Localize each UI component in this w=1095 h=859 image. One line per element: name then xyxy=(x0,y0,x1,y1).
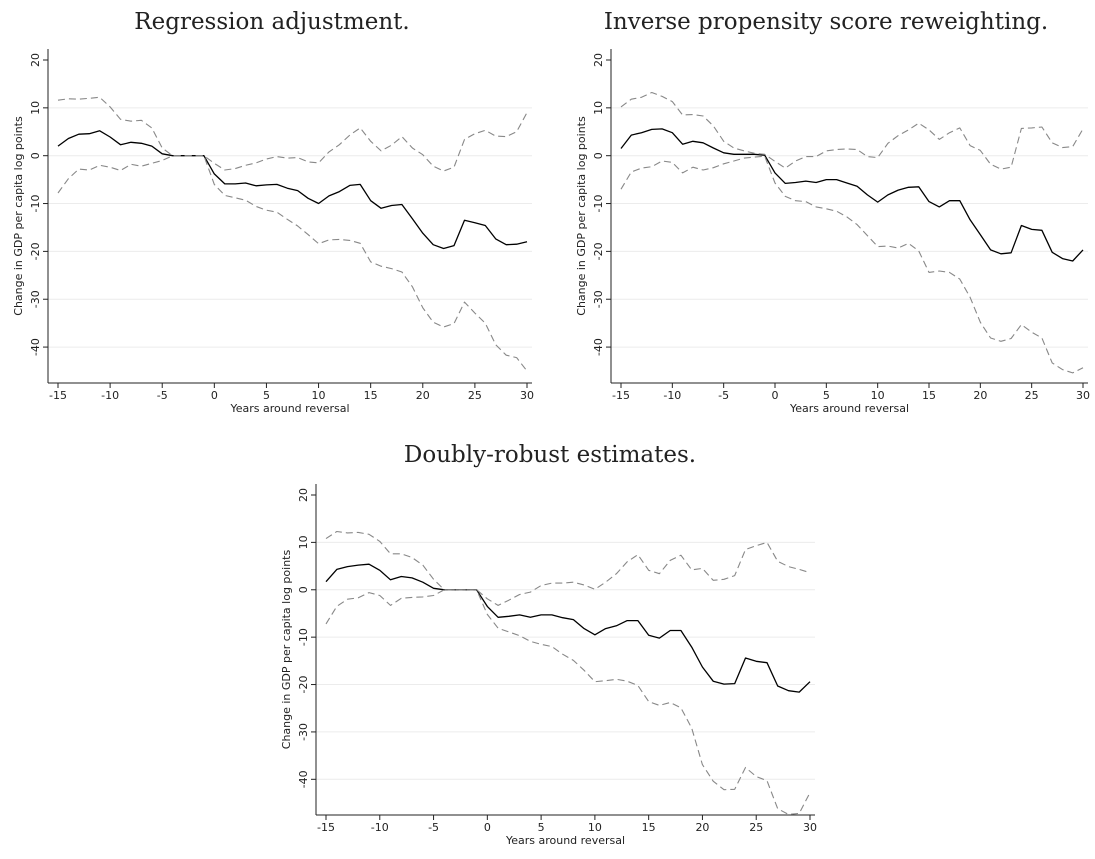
chart-panel-doubly-robust: Doubly-robust estimates. -40 -30 -20 -10 0 10… xyxy=(270,430,830,859)
series-line-upper-bound xyxy=(57,96,528,172)
x-tick-label: 10 xyxy=(312,389,326,402)
series-line-point-estimate xyxy=(57,130,528,250)
y-tick-label: -30 xyxy=(592,290,605,308)
x-tick-label: 5 xyxy=(823,389,830,402)
x-tick-label: -15 xyxy=(612,389,630,402)
x-tick-label: 15 xyxy=(364,389,378,402)
y-axis-label: Change in GDP per capita log points xyxy=(575,116,588,316)
y-tick-label: -40 xyxy=(297,770,310,788)
x-tick-label: 10 xyxy=(871,389,885,402)
x-tick-label: 20 xyxy=(695,821,709,834)
series-line-point-estimate xyxy=(325,563,811,693)
x-tick-label: -10 xyxy=(663,389,681,402)
x-tick-label: 30 xyxy=(803,821,817,834)
x-tick-label: -10 xyxy=(371,821,389,834)
y-tick-label: -20 xyxy=(29,242,42,260)
x-tick-label: 15 xyxy=(642,821,656,834)
x-tick-label: 20 xyxy=(973,389,987,402)
y-tick-label: 10 xyxy=(297,535,310,549)
x-axis-label: Years around reversal xyxy=(789,402,909,415)
x-tick-label: 25 xyxy=(1025,389,1039,402)
y-axis-label: Change in GDP per capita log points xyxy=(12,116,25,316)
y-tick-label: 10 xyxy=(592,101,605,115)
y-tick-label: -40 xyxy=(29,338,42,356)
y-tick-label: 0 xyxy=(29,152,42,159)
x-tick-label: -5 xyxy=(718,389,729,402)
chart-plot: -40 -30 -20 -10 0 10 20 -15 -10 -5 0 5 10 15 20 25 30 Yea… xyxy=(575,49,1090,415)
y-tick-label: -20 xyxy=(592,242,605,260)
x-axis-label: Years around reversal xyxy=(505,834,625,847)
x-tick-label: -15 xyxy=(317,821,335,834)
x-tick-label: 25 xyxy=(749,821,763,834)
series-line-lower-bound xyxy=(325,589,811,815)
y-tick-label: -40 xyxy=(592,338,605,356)
y-tick-label: -30 xyxy=(297,723,310,741)
x-axis-label: Years around reversal xyxy=(229,402,349,415)
x-tick-label: 5 xyxy=(263,389,270,402)
x-tick-label: 15 xyxy=(922,389,936,402)
y-tick-label: 20 xyxy=(29,53,42,67)
x-tick-label: 20 xyxy=(416,389,430,402)
chart-title: Regression adjustment. xyxy=(134,9,410,35)
y-tick-label: -30 xyxy=(29,290,42,308)
x-tick-label: -15 xyxy=(49,389,67,402)
chart-panel-regression-adjustment: Regression adjustment. -40 -30 -20 -10 0 10 20… xyxy=(0,0,548,415)
chart-plot: -40 -30 -20 -10 0 10 20 -15 -10 -5 0 5 10 15 20 25 30 Yea… xyxy=(280,484,817,847)
y-tick-label: -20 xyxy=(297,676,310,694)
y-axis-label: Change in GDP per capita log points xyxy=(280,550,293,750)
x-tick-label: 25 xyxy=(468,389,482,402)
series-line-point-estimate xyxy=(620,128,1084,262)
y-tick-label: 0 xyxy=(592,152,605,159)
x-tick-label: 10 xyxy=(588,821,602,834)
chart-plot: -40 -30 -20 -10 0 10 20 -15 -10 -5 0 5 10 15 20 25 30 Yea… xyxy=(12,49,534,415)
x-tick-label: 5 xyxy=(538,821,545,834)
series-line-upper-bound xyxy=(620,91,1084,170)
x-tick-label: 0 xyxy=(484,821,491,834)
series-line-upper-bound xyxy=(325,530,811,606)
y-tick-label: 20 xyxy=(297,488,310,502)
x-tick-label: 30 xyxy=(520,389,534,402)
x-tick-label: -5 xyxy=(428,821,439,834)
x-tick-label: -5 xyxy=(157,389,168,402)
chart-panel-inverse-propensity: Inverse propensity score reweighting. -4… xyxy=(548,0,1095,415)
series-line-lower-bound xyxy=(57,155,528,372)
x-tick-label: 30 xyxy=(1076,389,1090,402)
y-tick-label: -10 xyxy=(29,195,42,213)
x-tick-label: 0 xyxy=(211,389,218,402)
chart-title: Doubly-robust estimates. xyxy=(403,442,697,468)
series-line-lower-bound xyxy=(620,155,1084,374)
y-tick-label: 10 xyxy=(29,101,42,115)
chart-title: Inverse propensity score reweighting. xyxy=(603,9,1049,35)
y-tick-label: 0 xyxy=(297,586,310,593)
y-tick-label: -10 xyxy=(297,628,310,646)
x-tick-label: -10 xyxy=(101,389,119,402)
y-tick-label: -10 xyxy=(592,195,605,213)
y-tick-label: 20 xyxy=(592,53,605,67)
x-tick-label: 0 xyxy=(772,389,779,402)
